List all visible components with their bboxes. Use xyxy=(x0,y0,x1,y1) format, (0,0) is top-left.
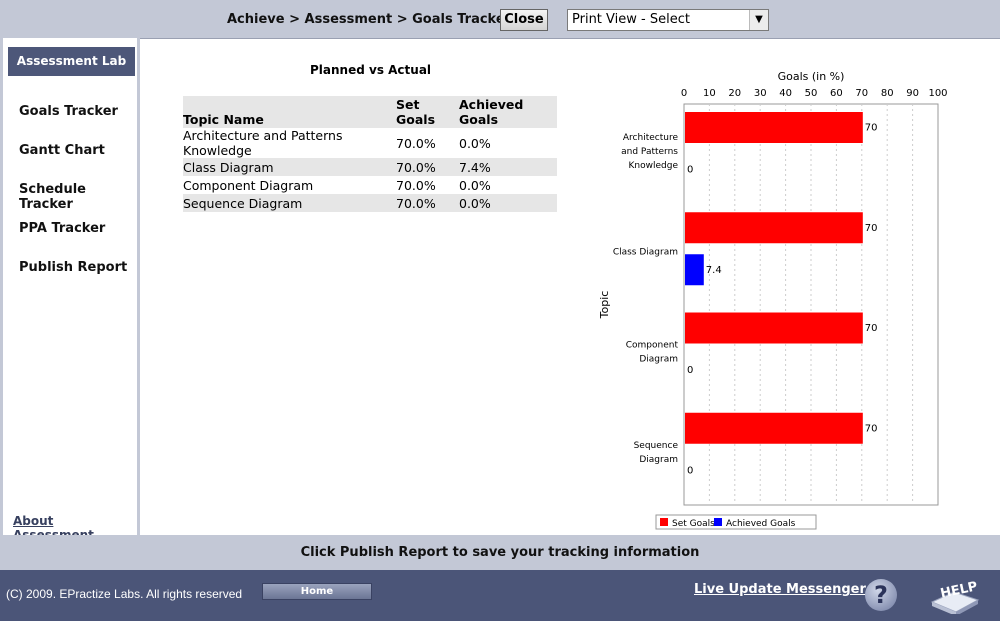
y-axis-label: Topic xyxy=(598,291,611,320)
top-bar: Achieve > Assessment > Goals Tracker Clo… xyxy=(0,0,1000,39)
x-tick-label: 30 xyxy=(754,88,767,99)
table-row: Component Diagram 70.0% 0.0% xyxy=(183,176,557,194)
x-axis-label: Goals (in %) xyxy=(778,70,845,83)
x-tick-label: 20 xyxy=(728,88,741,99)
set-goals-bar xyxy=(685,312,863,344)
table-row: Architecture and Patterns Knowledge 70.0… xyxy=(183,128,557,158)
status-bar: Click Publish Report to save your tracki… xyxy=(0,535,1000,570)
set-goal-cell: 70.0% xyxy=(396,158,459,176)
legend-swatch xyxy=(714,518,722,526)
x-tick-label: 100 xyxy=(928,88,947,99)
achieved-goals-bar xyxy=(685,254,704,286)
close-button[interactable]: Close xyxy=(500,9,548,31)
data-label: 70 xyxy=(865,423,878,434)
set-goal-cell: 70.0% xyxy=(396,177,436,193)
breadcrumb: Achieve > Assessment > Goals Tracker xyxy=(227,12,512,27)
x-tick-label: 70 xyxy=(855,88,868,99)
y-tick-label: Sequence Diagram xyxy=(634,441,679,465)
chevron-down-icon[interactable]: ▼ xyxy=(749,10,768,30)
data-label: 0 xyxy=(687,365,693,376)
data-label: 7.4 xyxy=(706,265,722,276)
question-mark-icon[interactable]: ? xyxy=(865,579,897,611)
main-content: Planned vs Actual Topic Name Set Goals A… xyxy=(140,38,1000,535)
x-tick-label: 80 xyxy=(881,88,894,99)
table-title: Planned vs Actual xyxy=(310,63,432,77)
x-tick-label: 90 xyxy=(906,88,919,99)
x-tick-label: 10 xyxy=(703,88,716,99)
copyright-text: (C) 2009. EPractize Labs. All rights res… xyxy=(6,587,243,601)
achieved-goal-cell: 0.0% xyxy=(459,194,557,212)
footer: (C) 2009. EPractize Labs. All rights res… xyxy=(0,570,1000,621)
achieved-goal-cell: 0.0% xyxy=(459,177,491,193)
print-view-select-value: Print View - Select xyxy=(572,12,690,27)
set-goal-cell: 70.0% xyxy=(396,135,436,151)
data-label: 70 xyxy=(865,323,878,334)
topic-cell: Component Diagram xyxy=(183,177,314,193)
sidebar-item-ppa-tracker[interactable]: PPA Tracker xyxy=(19,221,106,236)
y-tick-label: Class Diagram xyxy=(613,247,678,257)
sidebar: Assessment Lab Goals Tracker Gantt Chart… xyxy=(0,38,140,542)
sidebar-item-schedule-tracker[interactable]: Schedule Tracker xyxy=(19,182,86,212)
column-header-topic: Topic Name xyxy=(183,96,396,128)
table-row: Sequence Diagram 70.0% 0.0% xyxy=(183,194,557,212)
legend-label: Achieved Goals xyxy=(726,519,796,529)
table-header-row: Topic Name Set Goals Achieved Goals xyxy=(183,96,557,128)
legend-swatch xyxy=(660,518,668,526)
achieved-goal-cell: 7.4% xyxy=(459,158,557,176)
goals-bar-chart-svg: 0 10 20 30 40 50 60 70 80 90 100 Goals (in %) Topic A… xyxy=(598,70,948,530)
data-label: 70 xyxy=(865,123,878,134)
column-header-achieved-goals: Achieved Goals xyxy=(459,96,557,128)
sidebar-item-publish-report[interactable]: Publish Report xyxy=(19,260,128,275)
column-header-set-goals: Set Goals xyxy=(396,96,459,128)
assessment-lab-button[interactable]: Assessment Lab xyxy=(8,47,135,76)
home-button[interactable]: Home xyxy=(262,583,372,600)
legend-box xyxy=(655,514,817,530)
x-tick-label: 60 xyxy=(830,88,843,99)
y-tick-label: Architecture and Patterns Knowledge xyxy=(621,133,678,171)
table-row: Class Diagram 70.0% 7.4% xyxy=(183,158,557,176)
set-goals-bar xyxy=(685,412,863,444)
goals-chart: 0 10 20 30 40 50 60 70 80 90 100 Goals (in %) Topic A… xyxy=(580,48,1000,538)
data-label: 70 xyxy=(865,223,878,234)
print-view-select[interactable]: Print View - Select ▼ xyxy=(567,9,769,31)
legend-label: Set Goals xyxy=(672,519,715,529)
y-tick-label: Component Diagram xyxy=(626,341,679,365)
data-label: 0 xyxy=(687,465,693,476)
sidebar-item-gantt-chart[interactable]: Gantt Chart xyxy=(19,143,105,158)
set-goal-cell: 70.0% xyxy=(396,194,459,212)
set-goals-bar xyxy=(685,112,863,143)
achieved-goal-cell: 0.0% xyxy=(459,135,491,151)
planned-vs-actual-table: Topic Name Set Goals Achieved Goals Arch… xyxy=(183,96,557,212)
set-goals-bar xyxy=(685,212,863,244)
status-message: Click Publish Report to save your tracki… xyxy=(300,545,700,560)
sidebar-item-goals-tracker[interactable]: Goals Tracker xyxy=(19,104,118,119)
topic-cell: Sequence Diagram xyxy=(183,194,396,212)
live-update-messenger-link[interactable]: Live Update Messenger xyxy=(694,582,866,597)
topic-cell: Class Diagram xyxy=(183,158,396,176)
x-tick-label: 50 xyxy=(805,88,818,99)
help-icon[interactable]: HELP xyxy=(928,578,980,616)
x-tick-label: 40 xyxy=(779,88,792,99)
x-tick-label: 0 xyxy=(681,88,687,99)
topic-cell: Architecture and Patterns Knowledge xyxy=(183,128,343,158)
data-label: 0 xyxy=(687,165,693,176)
